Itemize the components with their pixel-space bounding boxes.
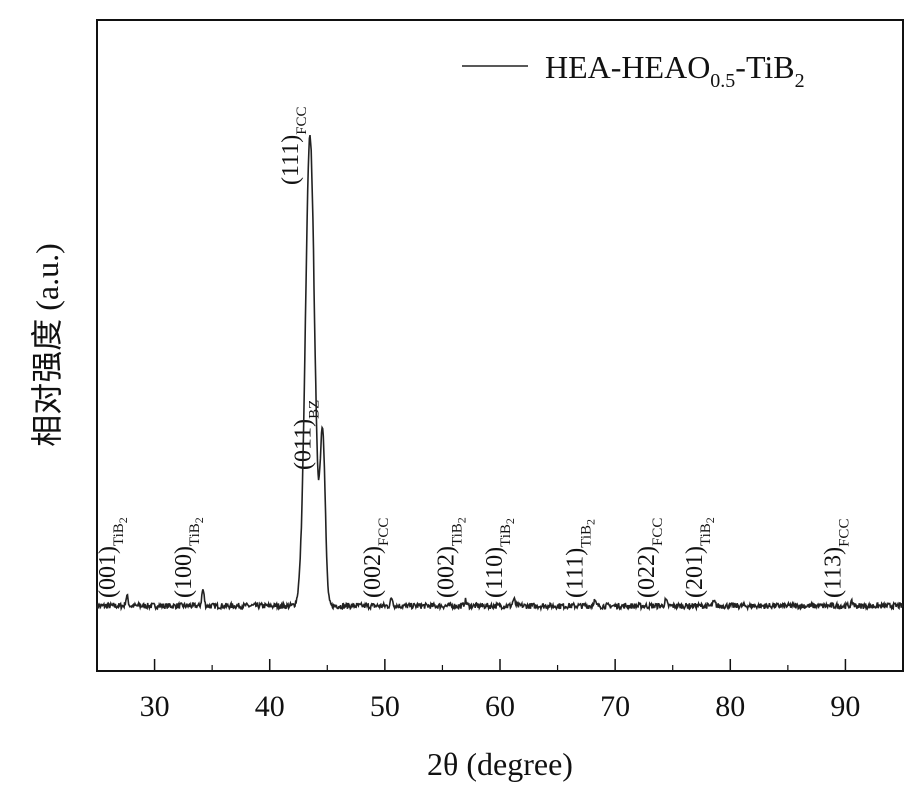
x-tick-label: 30: [140, 690, 170, 723]
peak-label: (022)FCC: [634, 518, 666, 598]
x-axis: 30 40 50 60 70 80 90: [97, 659, 903, 723]
peak-label: (002)FCC: [360, 518, 392, 598]
peak-label: (113)FCC: [820, 519, 852, 598]
x-tick-label: 60: [485, 690, 515, 723]
x-tick-label: 70: [600, 690, 630, 723]
peak-annotations: (001)TiB2(100)TiB2(111)FCC(011)BZ(002)FC…: [95, 106, 852, 598]
peak-label: (201)TiB2: [682, 517, 717, 598]
peak-label: (002)TiB2: [433, 517, 468, 598]
peak-label: (100)TiB2: [171, 517, 206, 598]
legend-label: HEA-HEAO0.5-TiB2: [545, 49, 805, 92]
x-tick-label: 90: [830, 690, 860, 723]
peak-label: (111)FCC: [278, 106, 310, 185]
x-tick-label: 50: [370, 690, 400, 723]
y-axis-title: 相对强度 (a.u.): [29, 243, 65, 447]
peak-label: (111)TiB2: [562, 519, 597, 598]
x-axis-title: 2θ (degree): [427, 746, 573, 782]
x-tick-label: 40: [255, 690, 285, 723]
x-tick-label: 80: [715, 690, 745, 723]
peak-label: (001)TiB2: [95, 517, 130, 598]
peak-label: (110)TiB2: [482, 518, 517, 598]
legend: HEA-HEAO0.5-TiB2: [462, 49, 805, 92]
